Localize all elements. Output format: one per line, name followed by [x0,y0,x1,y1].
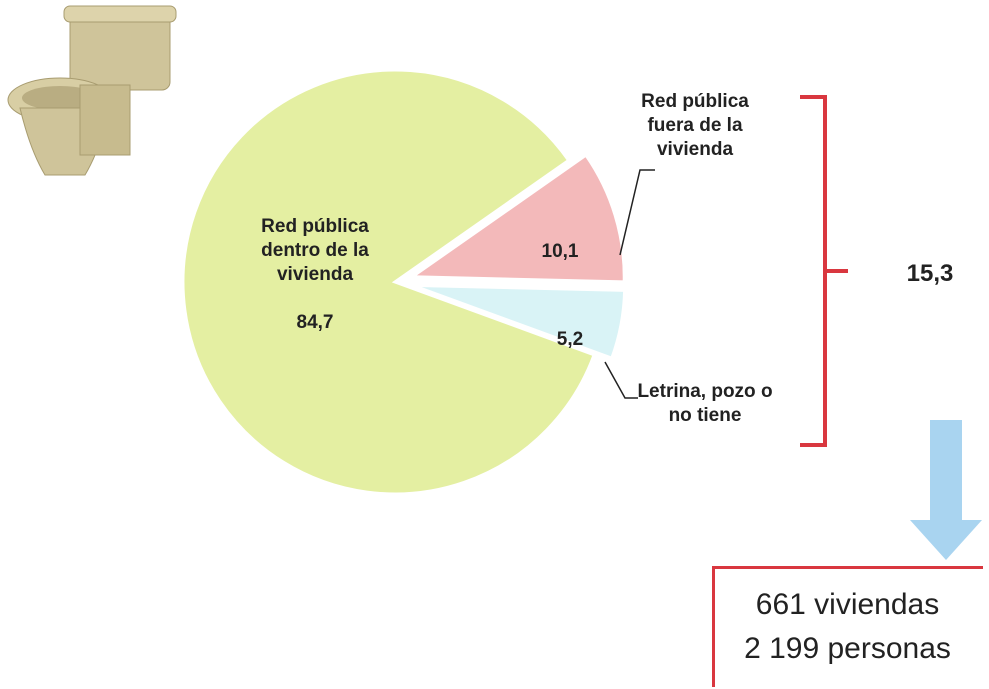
arrow [910,420,982,560]
slice-label: Red pública fuera de la vivienda [641,91,749,160]
value-label: 84,7 [296,312,334,333]
value-label: 10,1 [541,241,579,262]
toilet-icon [7,5,177,176]
total-label: 15,3 [906,260,954,287]
bracket [800,95,848,447]
summary-box [712,566,983,687]
summary-line: 661 viviendas [755,588,940,621]
pie-slice [407,153,626,284]
pie-slice [181,68,597,496]
leader-line [604,361,638,399]
slice-label: Letrina, pozo o no tiene [637,381,773,426]
summary-line: 2 199 personas [744,632,951,665]
pie-slice [412,283,627,361]
leader-line [619,169,655,256]
slice-label: Red pública dentro de la vivienda [261,216,369,285]
value-label: 5,2 [556,329,584,350]
